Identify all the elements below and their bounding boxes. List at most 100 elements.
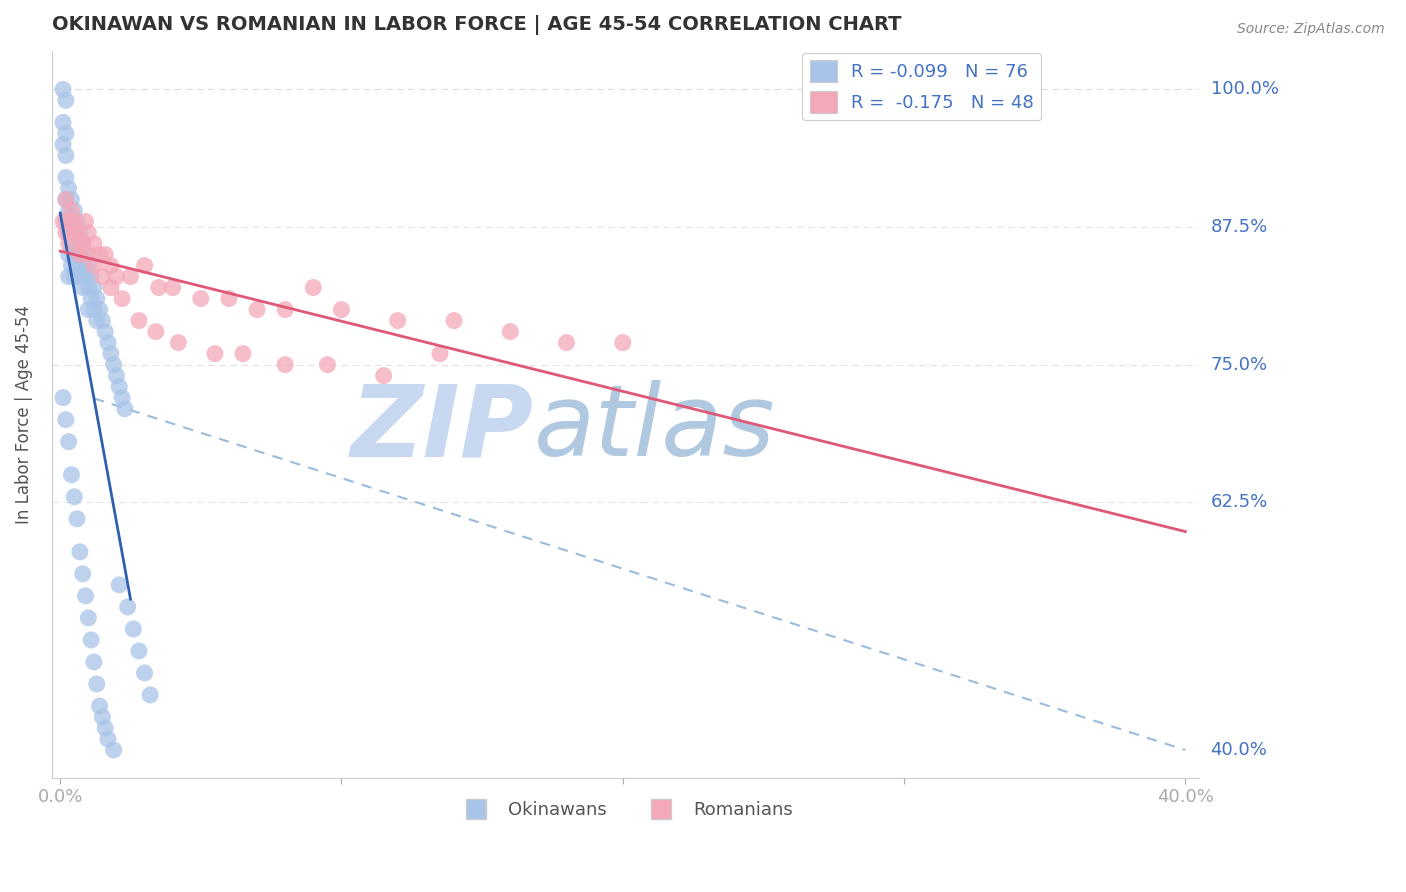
Point — [232, 346, 254, 360]
Point — [100, 280, 122, 294]
Point — [429, 346, 451, 360]
Point — [77, 280, 100, 294]
Point — [63, 203, 86, 218]
Point — [218, 292, 240, 306]
Point — [387, 313, 409, 327]
Point — [63, 490, 86, 504]
Point — [111, 391, 134, 405]
Point — [100, 259, 122, 273]
Point — [63, 214, 86, 228]
Point — [373, 368, 395, 383]
Point — [612, 335, 634, 350]
Point — [55, 193, 77, 207]
Point — [55, 170, 77, 185]
Point — [108, 379, 131, 393]
Point — [103, 358, 125, 372]
Point — [55, 214, 77, 228]
Point — [60, 259, 83, 273]
Point — [72, 236, 94, 251]
Point — [555, 335, 578, 350]
Point — [66, 214, 89, 228]
Point — [83, 236, 105, 251]
Point — [58, 434, 80, 449]
Point — [83, 655, 105, 669]
Point — [60, 193, 83, 207]
Point — [66, 259, 89, 273]
Point — [72, 280, 94, 294]
Point — [58, 247, 80, 261]
Point — [75, 589, 97, 603]
Point — [52, 214, 75, 228]
Point — [134, 259, 156, 273]
Point — [80, 269, 103, 284]
Text: 100.0%: 100.0% — [1211, 80, 1278, 98]
Point — [83, 259, 105, 273]
Point — [58, 203, 80, 218]
Point — [83, 280, 105, 294]
Point — [499, 325, 522, 339]
Legend: Okinawans, Romanians: Okinawans, Romanians — [450, 794, 800, 827]
Point — [97, 732, 120, 747]
Point — [55, 94, 77, 108]
Point — [52, 391, 75, 405]
Point — [91, 313, 114, 327]
Point — [69, 226, 91, 240]
Point — [89, 302, 111, 317]
Point — [72, 236, 94, 251]
Point — [128, 644, 150, 658]
Point — [316, 358, 339, 372]
Point — [69, 247, 91, 261]
Point — [75, 247, 97, 261]
Point — [60, 236, 83, 251]
Point — [55, 148, 77, 162]
Point — [52, 137, 75, 152]
Point — [94, 721, 117, 735]
Text: 87.5%: 87.5% — [1211, 218, 1268, 236]
Point — [94, 325, 117, 339]
Point — [72, 236, 94, 251]
Text: OKINAWAN VS ROMANIAN IN LABOR FORCE | AGE 45-54 CORRELATION CHART: OKINAWAN VS ROMANIAN IN LABOR FORCE | AG… — [52, 15, 901, 35]
Point — [63, 269, 86, 284]
Point — [58, 236, 80, 251]
Point — [77, 611, 100, 625]
Point — [105, 269, 128, 284]
Point — [77, 226, 100, 240]
Point — [89, 247, 111, 261]
Point — [117, 599, 139, 614]
Point — [246, 302, 269, 317]
Text: 40.0%: 40.0% — [1211, 741, 1267, 759]
Point — [60, 467, 83, 482]
Text: ZIP: ZIP — [350, 380, 534, 477]
Point — [63, 226, 86, 240]
Point — [86, 677, 108, 691]
Point — [75, 269, 97, 284]
Point — [128, 313, 150, 327]
Point — [114, 401, 136, 416]
Point — [52, 82, 75, 96]
Point — [162, 280, 184, 294]
Point — [167, 335, 190, 350]
Point — [58, 226, 80, 240]
Point — [55, 226, 77, 240]
Point — [77, 247, 100, 261]
Point — [55, 127, 77, 141]
Point — [105, 368, 128, 383]
Point — [63, 247, 86, 261]
Point — [69, 269, 91, 284]
Point — [66, 226, 89, 240]
Point — [77, 302, 100, 317]
Point — [139, 688, 162, 702]
Point — [145, 325, 167, 339]
Point — [86, 292, 108, 306]
Point — [91, 269, 114, 284]
Point — [103, 743, 125, 757]
Point — [83, 302, 105, 317]
Text: atlas: atlas — [534, 380, 775, 477]
Point — [443, 313, 465, 327]
Point — [55, 193, 77, 207]
Point — [77, 259, 100, 273]
Point — [75, 214, 97, 228]
Point — [100, 346, 122, 360]
Point — [274, 358, 297, 372]
Point — [120, 269, 142, 284]
